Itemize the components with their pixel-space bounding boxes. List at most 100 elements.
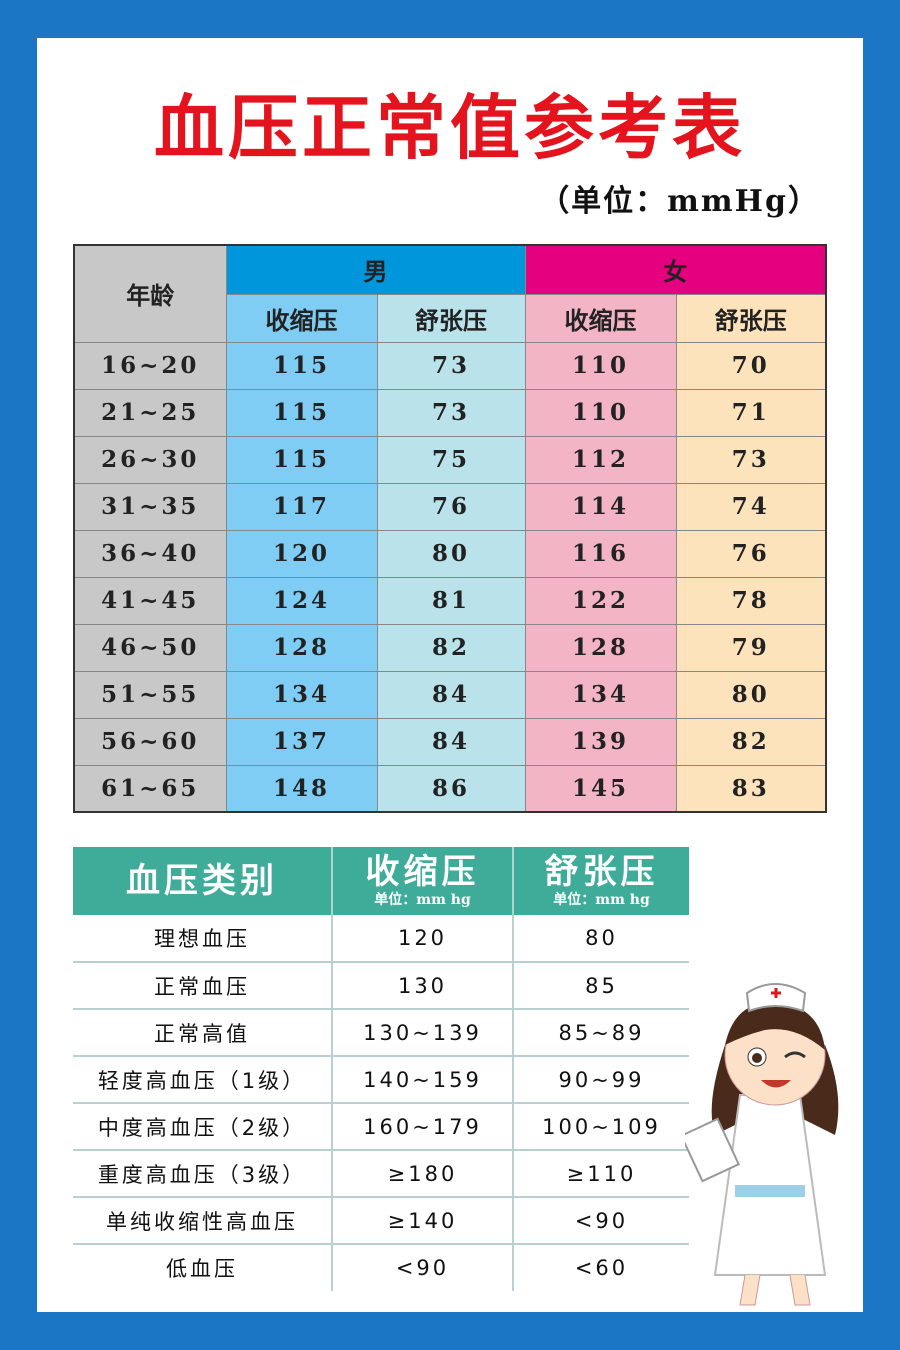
female-systolic-cell: 110 [525, 389, 677, 437]
age-cell: 51~55 [74, 671, 227, 719]
female-diastolic-header: 舒张压 [676, 294, 827, 343]
female-systolic-cell: 145 [525, 765, 677, 813]
female-diastolic-cell: 74 [676, 483, 827, 531]
table-row: 31~35 117 76 114 74 [74, 483, 827, 531]
male-header: 男 [226, 245, 526, 295]
female-header: 女 [525, 245, 827, 295]
table-row: 低血压 <90 <60 [73, 1244, 689, 1291]
male-diastolic-cell: 84 [377, 718, 526, 766]
female-systolic-cell: 116 [525, 530, 677, 578]
table-row: 单纯收缩性高血压 ≥140 <90 [73, 1197, 689, 1245]
female-diastolic-cell: 83 [676, 765, 827, 813]
systolic-cell: 140~159 [332, 1056, 514, 1104]
age-cell: 31~35 [74, 483, 227, 531]
table-row: 正常高值 130~139 85~89 [73, 1009, 689, 1057]
systolic-cell: 120 [332, 915, 514, 963]
female-systolic-cell: 112 [525, 436, 677, 484]
page-title: 血压正常值参考表 [154, 86, 746, 169]
table-row: 26~30 115 75 112 73 [74, 436, 827, 484]
unit-label: （单位：mmHg） [539, 184, 820, 219]
male-diastolic-cell: 82 [377, 624, 526, 672]
systolic-cell: 160~179 [332, 1103, 514, 1151]
category-cell: 正常高值 [73, 1009, 333, 1057]
table-row: 理想血压 120 80 [73, 915, 689, 963]
systolic-header: 收缩压 单位：mm hg [332, 847, 514, 915]
table-row: 36~40 120 80 116 76 [74, 530, 827, 578]
female-diastolic-cell: 70 [676, 342, 827, 390]
diastolic-cell: 100~109 [513, 1103, 689, 1151]
systolic-cell: 130~139 [332, 1009, 514, 1057]
table-row: 61~65 148 86 145 83 [74, 765, 827, 813]
diastolic-cell: 85~89 [513, 1009, 689, 1057]
female-diastolic-cell: 73 [676, 436, 827, 484]
table-row: 正常血压 130 85 [73, 962, 689, 1010]
age-cell: 56~60 [74, 718, 227, 766]
table-row: 21~25 115 73 110 71 [74, 389, 827, 437]
age-cell: 36~40 [74, 530, 227, 578]
age-cell: 21~25 [74, 389, 227, 437]
female-diastolic-cell: 79 [676, 624, 827, 672]
female-systolic-cell: 110 [525, 342, 677, 390]
age-cell: 41~45 [74, 577, 227, 625]
male-diastolic-cell: 73 [377, 342, 526, 390]
table-row: 16~20 115 73 110 70 [74, 342, 827, 390]
male-diastolic-cell: 75 [377, 436, 526, 484]
male-systolic-cell: 115 [226, 436, 378, 484]
female-diastolic-cell: 78 [676, 577, 827, 625]
male-diastolic-cell: 86 [377, 765, 526, 813]
male-systolic-cell: 120 [226, 530, 378, 578]
male-systolic-cell: 148 [226, 765, 378, 813]
category-cell: 轻度高血压（1级） [73, 1056, 333, 1104]
diastolic-header: 舒张压 单位：mm hg [513, 847, 689, 915]
male-diastolic-cell: 80 [377, 530, 526, 578]
male-systolic-cell: 128 [226, 624, 378, 672]
female-diastolic-cell: 76 [676, 530, 827, 578]
age-cell: 61~65 [74, 765, 227, 813]
age-bp-table: 年龄 男 女 收缩压 舒张压 收缩压 舒张压 16~20 115 73 110 70 21… [73, 244, 827, 813]
systolic-cell: ≥180 [332, 1150, 514, 1198]
age-cell: 46~50 [74, 624, 227, 672]
table-row: 46~50 128 82 128 79 [74, 624, 827, 672]
diastolic-cell: 85 [513, 962, 689, 1010]
category-cell: 单纯收缩性高血压 [73, 1197, 333, 1245]
female-diastolic-cell: 71 [676, 389, 827, 437]
male-systolic-cell: 124 [226, 577, 378, 625]
male-diastolic-cell: 76 [377, 483, 526, 531]
male-systolic-cell: 117 [226, 483, 378, 531]
male-diastolic-cell: 81 [377, 577, 526, 625]
table-row: 41~45 124 81 122 78 [74, 577, 827, 625]
category-cell: 正常血压 [73, 962, 333, 1010]
systolic-cell: ≥140 [332, 1197, 514, 1245]
female-systolic-cell: 128 [525, 624, 677, 672]
systolic-cell: <90 [332, 1244, 514, 1291]
category-cell: 理想血压 [73, 915, 333, 963]
female-systolic-cell: 134 [525, 671, 677, 719]
category-cell: 中度高血压（2级） [73, 1103, 333, 1151]
female-diastolic-cell: 82 [676, 718, 827, 766]
female-systolic-cell: 114 [525, 483, 677, 531]
table-row: 轻度高血压（1级） 140~159 90~99 [73, 1056, 689, 1104]
age-header: 年龄 [74, 245, 227, 343]
age-cell: 16~20 [74, 342, 227, 390]
category-header: 血压类别 [73, 847, 333, 915]
male-diastolic-header: 舒张压 [377, 294, 526, 343]
table-row: 51~55 134 84 134 80 [74, 671, 827, 719]
male-systolic-cell: 115 [226, 389, 378, 437]
table-row: 中度高血压（2级） 160~179 100~109 [73, 1103, 689, 1151]
male-systolic-header: 收缩压 [226, 294, 378, 343]
male-systolic-cell: 115 [226, 342, 378, 390]
age-cell: 26~30 [74, 436, 227, 484]
female-systolic-header: 收缩压 [525, 294, 677, 343]
diastolic-cell: ≥110 [513, 1150, 689, 1198]
male-diastolic-cell: 73 [377, 389, 526, 437]
nurse-illustration [685, 983, 839, 1306]
table-row: 重度高血压（3级） ≥180 ≥110 [73, 1150, 689, 1198]
male-systolic-cell: 134 [226, 671, 378, 719]
category-cell: 低血压 [73, 1244, 333, 1291]
diastolic-cell: 80 [513, 915, 689, 963]
systolic-cell: 130 [332, 962, 514, 1010]
bp-category-table: 血压类别 收缩压 单位：mm hg 舒张压 单位：mm hg 理想血压 120 80 正常… [73, 847, 689, 1291]
diastolic-cell: 90~99 [513, 1056, 689, 1104]
male-systolic-cell: 137 [226, 718, 378, 766]
male-diastolic-cell: 84 [377, 671, 526, 719]
